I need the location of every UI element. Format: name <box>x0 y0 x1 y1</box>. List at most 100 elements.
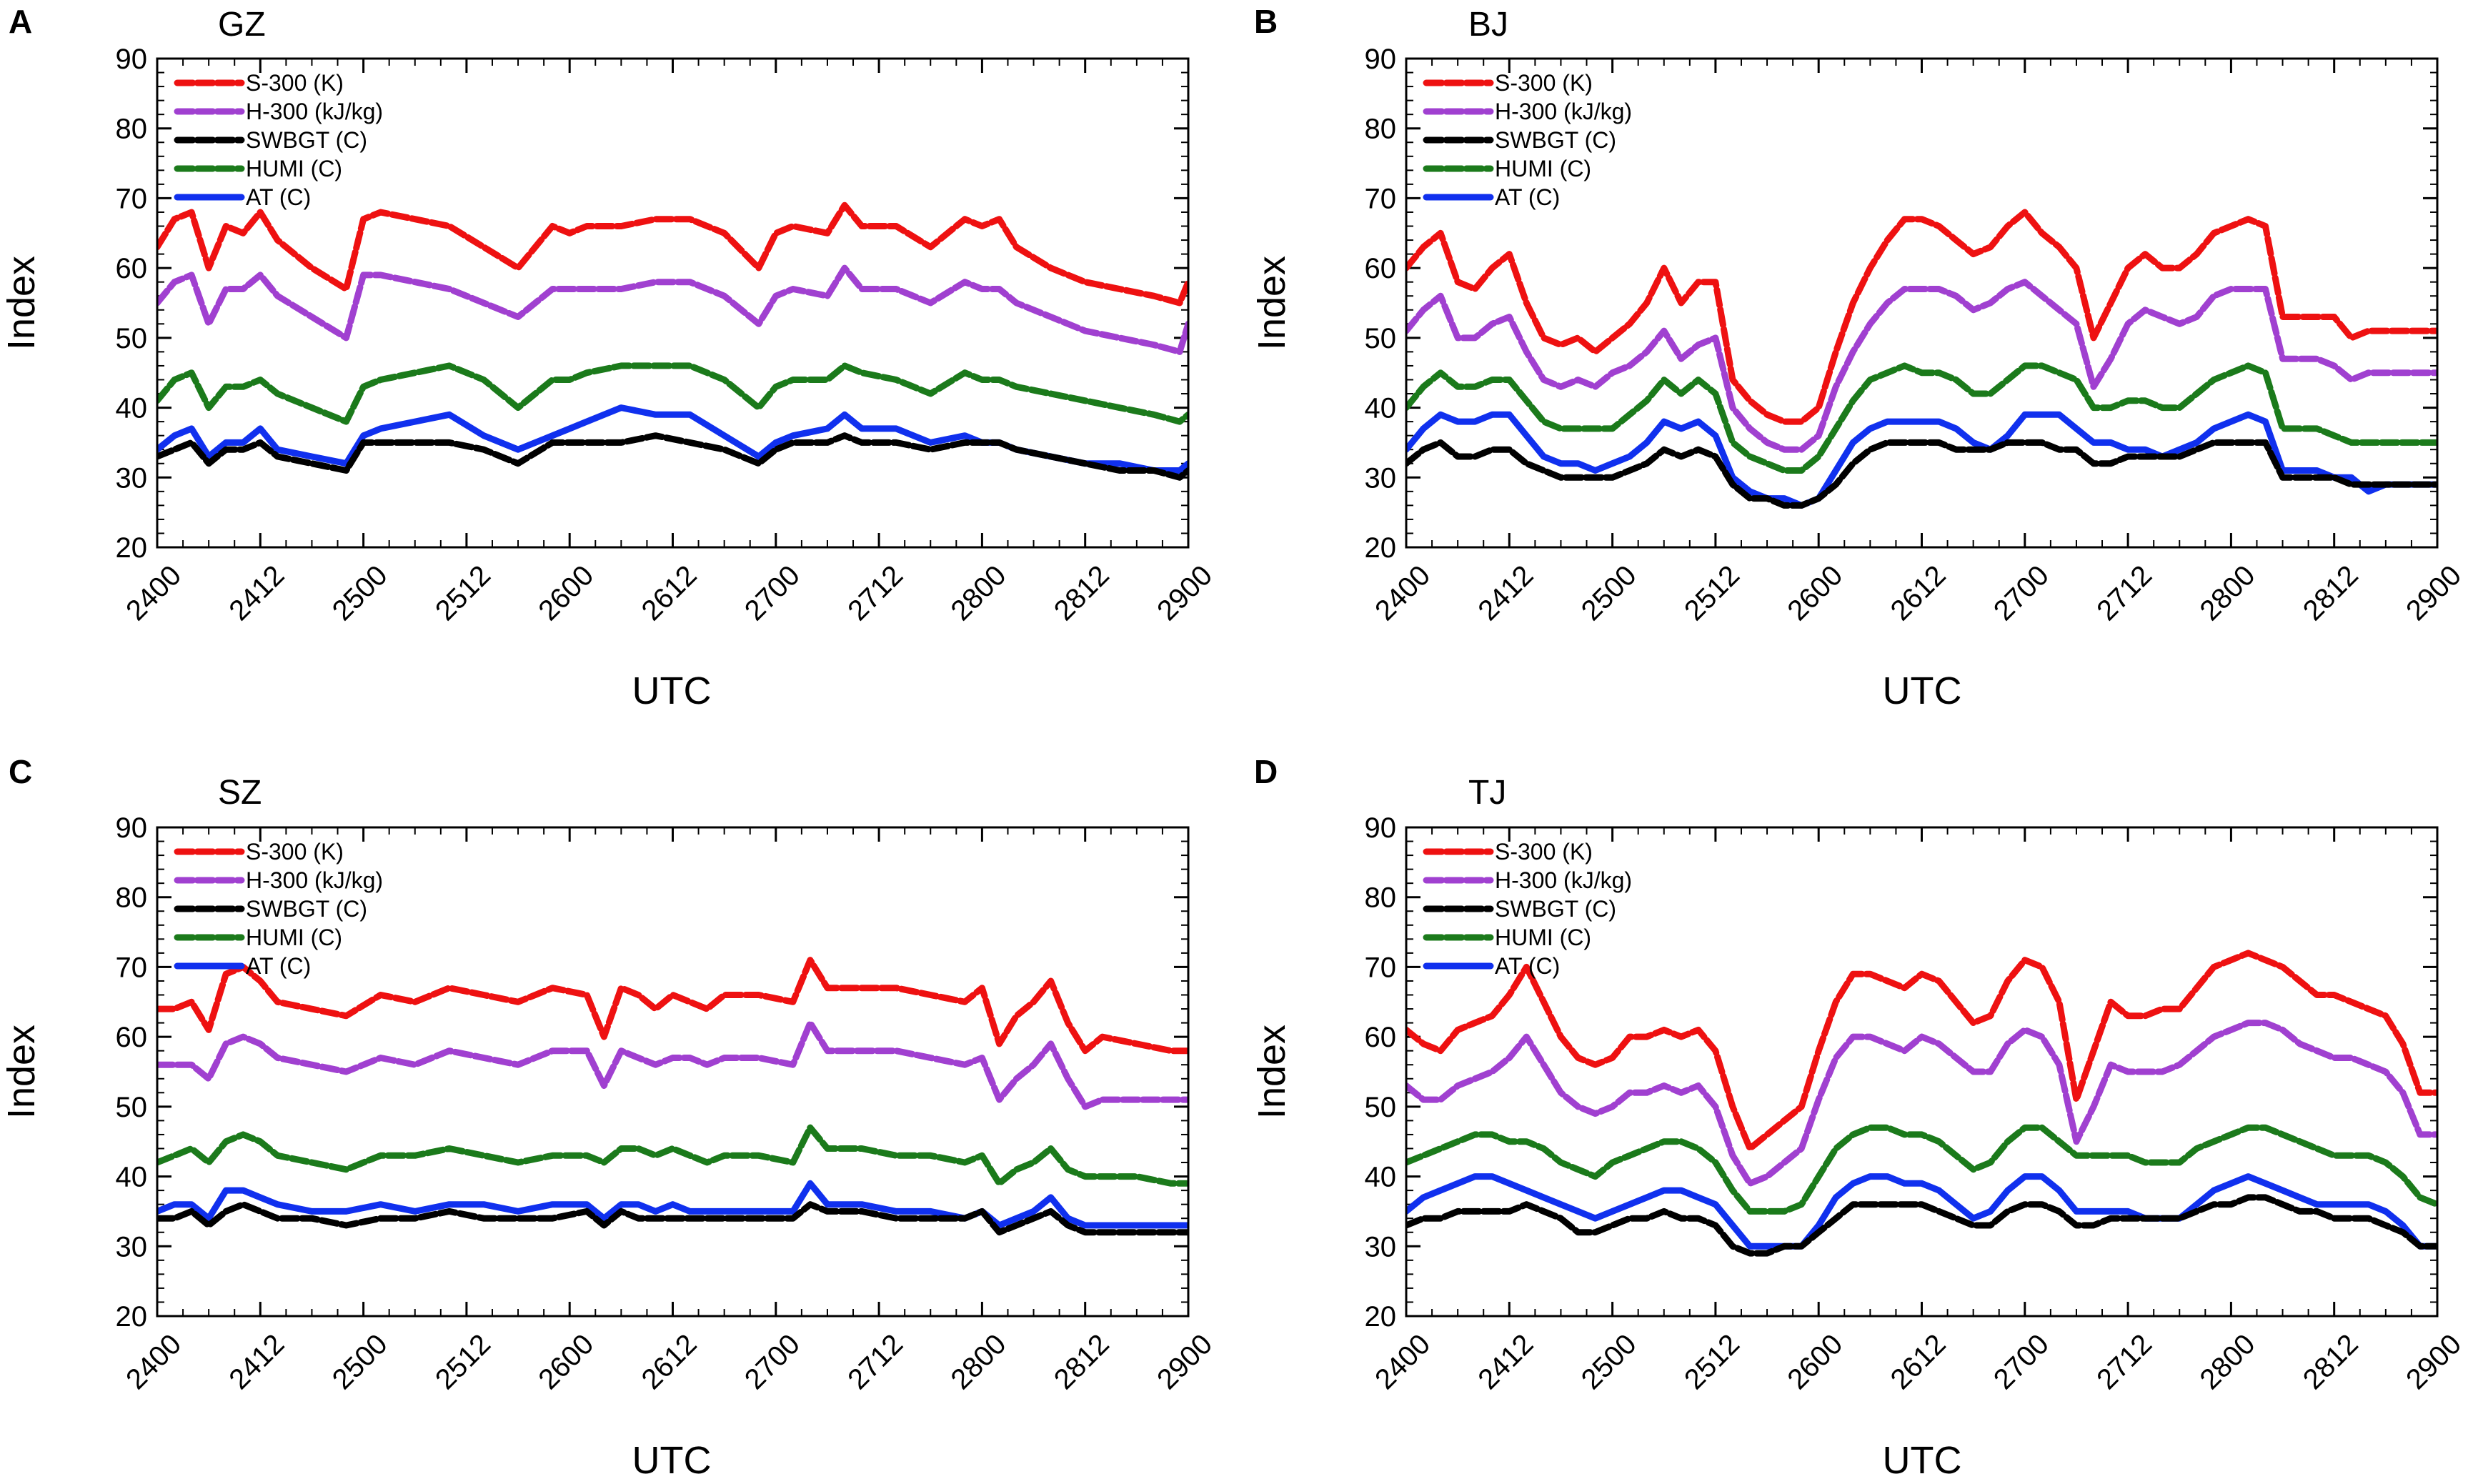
panel-d-y-tick-label: 30 <box>1365 1231 1397 1263</box>
panel-c-plot-frame <box>156 826 1190 1318</box>
panel-a-legend-label-swbgt: SWBGT (C) <box>246 127 367 153</box>
panel-b-y-axis-title: Index <box>1250 256 1293 350</box>
panel-a-legend-label-h-300: H-300 (kJ/kg) <box>246 99 383 124</box>
panel-d-series-h-300 <box>1406 1020 2437 1187</box>
panel-d-x-tick-label: 2612 <box>1885 1328 1952 1395</box>
panel-d-series-humi <box>1406 1124 2437 1215</box>
panel-b-legend-label-at: AT (C) <box>1495 184 1560 210</box>
panel-c-series-swbgt <box>157 1201 1188 1236</box>
panel-a-y-tick-label: 90 <box>116 44 148 75</box>
panel-b-series-humi <box>1406 362 2437 474</box>
panel-d-series-at <box>1406 1173 2437 1250</box>
panel-b-legend-label-humi: HUMI (C) <box>1495 156 1591 181</box>
panel-a-x-tick-label: 2412 <box>223 559 290 627</box>
panel-b-y-tick-label: 70 <box>1365 183 1397 214</box>
panel-a-x-tick-label: 2800 <box>945 559 1012 627</box>
panel-b-y-tick-label: 50 <box>1365 323 1397 354</box>
panel-d-series-s-300 <box>1406 950 2437 1152</box>
panel-d-x-tick-label: 2600 <box>1781 1328 1848 1395</box>
panel-a-y-tick-label: 80 <box>116 114 148 145</box>
panel-d-legend-label-at: AT (C) <box>1495 953 1560 979</box>
panel-c-series-s-300 <box>157 957 1188 1055</box>
panel-a-series-h-300 <box>157 264 1188 355</box>
panel-d-x-tick-label: 2800 <box>2194 1328 2261 1395</box>
panel-a-x-tick-label: 2400 <box>120 559 187 627</box>
panel-b-y-tick-label: 20 <box>1365 532 1397 564</box>
panel-c-y-tick-label: 40 <box>116 1162 148 1193</box>
panel-a-plot-frame <box>156 57 1190 549</box>
panel-b-x-tick-label: 2800 <box>2194 559 2261 627</box>
panel-d-y-tick-label: 40 <box>1365 1162 1397 1193</box>
panel-b-x-tick-label: 2400 <box>1369 559 1436 627</box>
panel-c-series-h-300 <box>157 1020 1188 1110</box>
panel-c-y-tick-label: 90 <box>116 812 148 844</box>
panel-c-city-title: SZ <box>218 774 262 812</box>
panel-d-x-tick-label: 2712 <box>2091 1328 2158 1395</box>
panel-d-legend: S-300 (K)H-300 (kJ/kg) SWBGT (C) HUMI (C) A… <box>1423 839 1632 979</box>
panel-d-legend-label-swbgt: SWBGT (C) <box>1495 896 1616 922</box>
panel-a-y-tick-label: 40 <box>116 393 148 424</box>
panel-d-x-tick-label: 2512 <box>1678 1328 1746 1395</box>
panel-b-series-s-300 <box>1406 209 2437 425</box>
panel-d-y-tick-label: 20 <box>1365 1301 1397 1333</box>
panel-c-x-tick-label: 2612 <box>636 1328 703 1395</box>
panel-b-legend-label-h-300: H-300 (kJ/kg) <box>1495 99 1632 124</box>
panel-d-series-group <box>1406 950 2437 1257</box>
panel-a-x-tick-label: 2512 <box>429 559 497 627</box>
panel-d-x-tick-label: 2412 <box>1472 1328 1539 1395</box>
panel-a-y-axis-title: Index <box>0 256 43 350</box>
panel-b-x-tick-label: 2812 <box>2297 559 2364 627</box>
panel-a-gz: A GZ 20 30 40 50 60 70 80 90 2400 2412 2500 2512 260… <box>0 3 1218 712</box>
panel-b-x-axis-title: UTC <box>1883 669 1962 712</box>
panel-a-x-tick-label: 2900 <box>1151 559 1218 627</box>
panel-c-legend-label-s-300: S-300 (K) <box>246 839 344 865</box>
panel-c-y-tick-label: 80 <box>116 882 148 914</box>
panel-d-x-tick-label: 2500 <box>1576 1328 1643 1395</box>
panel-c-legend-label-h-300: H-300 (kJ/kg) <box>246 867 383 893</box>
panel-b-series-swbgt <box>1406 439 2437 509</box>
panel-d-x-tick-label: 2700 <box>1988 1328 2055 1395</box>
panel-d-series-swbgt <box>1406 1194 2437 1257</box>
panel-a-y-tick-label: 50 <box>116 323 148 354</box>
panel-d-y-tick-label: 80 <box>1365 882 1397 914</box>
panel-c-x-tick-label: 2900 <box>1151 1328 1218 1395</box>
panel-c-x-tick-label: 2400 <box>120 1328 187 1395</box>
panel-b-y-tick-label: 80 <box>1365 114 1397 145</box>
panel-a-legend-label-at: AT (C) <box>246 184 311 210</box>
panel-c-x-tick-label: 2800 <box>945 1328 1012 1395</box>
panel-c-legend-label-swbgt: SWBGT (C) <box>246 896 367 922</box>
panel-c-y-tick-label: 70 <box>116 952 148 983</box>
panel-a-city-title: GZ <box>218 6 266 44</box>
panel-b-letter: B <box>1254 3 1278 40</box>
panel-a-x-tick-label: 2712 <box>842 559 909 627</box>
panel-b-x-tick-label: 2900 <box>2400 559 2467 627</box>
panel-b-series-h-300 <box>1406 279 2437 453</box>
panel-b-legend-label-s-300: S-300 (K) <box>1495 70 1593 96</box>
panel-b-x-tick-label: 2612 <box>1885 559 1952 627</box>
panel-d-x-tick-label: 2900 <box>2400 1328 2467 1395</box>
panel-d-city-title: TJ <box>1468 774 1506 812</box>
panel-b-legend: S-300 (K) H-300 (kJ/kg) SWBGT (C) HUMI (C) A… <box>1423 70 1632 210</box>
panel-c-x-tick-label: 2700 <box>739 1328 806 1395</box>
panel-b-y-tick-label: 30 <box>1365 462 1397 494</box>
panel-d-letter: D <box>1254 753 1278 790</box>
panel-d-plot-frame <box>1405 826 2439 1318</box>
panel-c-y-axis-title: Index <box>0 1025 43 1119</box>
panel-a-series-swbgt <box>157 432 1188 481</box>
panel-b-x-tick-label: 2512 <box>1678 559 1746 627</box>
panel-d-legend-label-humi: HUMI (C) <box>1495 925 1591 950</box>
panel-c-series-group <box>157 957 1188 1236</box>
panel-b-x-tick-label: 2500 <box>1576 559 1643 627</box>
panel-a-y-tick-label: 30 <box>116 462 148 494</box>
panel-a-series-humi <box>157 362 1188 425</box>
panel-b-x-tick-label: 2600 <box>1781 559 1848 627</box>
panel-c-y-tick-label: 60 <box>116 1022 148 1053</box>
panel-d-x-tick-label: 2812 <box>2297 1328 2364 1395</box>
panel-a-letter: A <box>9 3 32 40</box>
panel-b-plot-frame <box>1405 57 2439 549</box>
panel-b-x-tick-label: 2700 <box>1988 559 2055 627</box>
panel-b-y-tick-label: 90 <box>1365 44 1397 75</box>
panel-d-y-tick-label: 70 <box>1365 952 1397 983</box>
panel-a-series-s-300 <box>157 201 1188 307</box>
